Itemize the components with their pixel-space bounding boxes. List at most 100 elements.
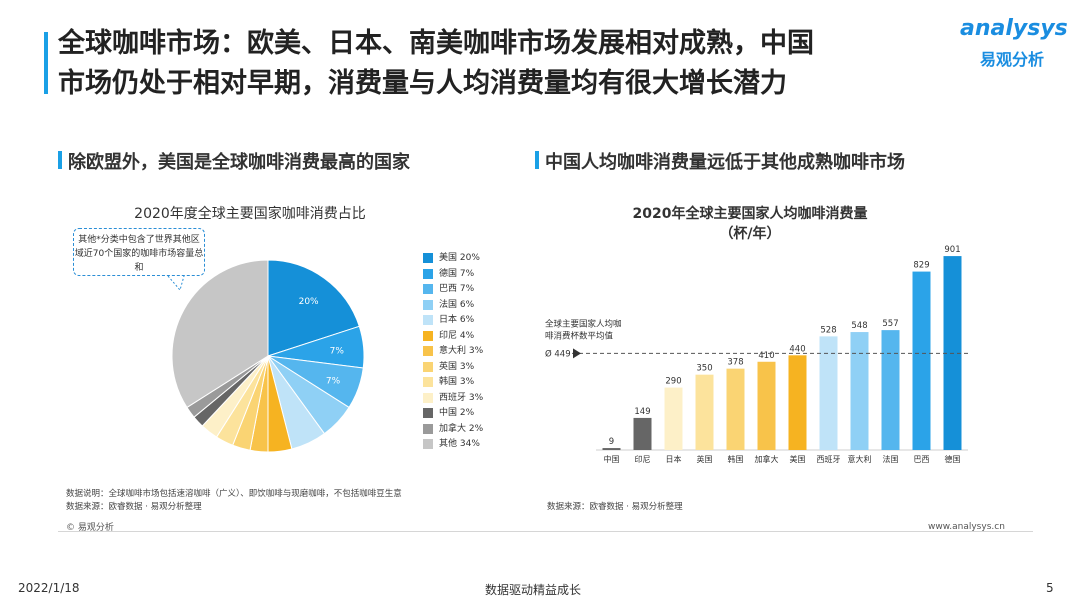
legend-label: 日本 6% <box>439 315 475 325</box>
pie-slice <box>267 259 360 357</box>
legend-swatch <box>423 346 433 356</box>
average-label-line2: 啡消费杯数平均值 <box>545 330 614 341</box>
legend-item: 其他 34% <box>423 437 543 451</box>
legend-label: 德国 7% <box>439 268 475 279</box>
bar-value-label: 149 <box>634 407 650 417</box>
legend-swatch <box>423 268 433 279</box>
copyright: © 易观分析 <box>66 523 114 533</box>
legend-item: 英国 3% <box>423 360 543 374</box>
pie-slice <box>171 259 269 409</box>
bar-value-label: 901 <box>944 245 960 255</box>
legend-item: 印尼 4% <box>423 329 543 343</box>
left-data-source: 数据来源：欧睿数据 · 易观分析整理 <box>66 502 202 512</box>
bar-value-label: 410 <box>758 351 774 361</box>
pie-slice-label: 7% <box>326 376 341 386</box>
bar-chart-title-line1: 2020年全球主要国家人均咖啡消费量 <box>632 206 868 222</box>
legend-swatch <box>423 299 433 310</box>
bar-value-label: 290 <box>665 377 681 387</box>
legend-item: 韩国 3% <box>423 375 543 389</box>
bar-category-label: 美国 <box>790 454 806 464</box>
page-title-line1: 全球咖啡市场：欧美、日本、南美咖啡市场发展相对成熟，中国 <box>58 28 814 59</box>
legend-label: 其他 34% <box>439 439 480 449</box>
pie-slice-label: 20% <box>299 297 319 307</box>
legend-label: 美国 20% <box>439 253 480 263</box>
bar <box>757 361 776 450</box>
bar <box>881 330 900 450</box>
bar-category-label: 日本 <box>666 454 682 464</box>
logo-english: analysys <box>960 16 1068 41</box>
bar-category-label: 西班牙 <box>817 454 841 464</box>
page-title-line2: 市场仍处于相对早期，消费量与人均消费量均有很大增长潜力 <box>58 68 787 99</box>
analysys-logo: analysys 易观分析 <box>960 16 1070 76</box>
legend-swatch <box>423 253 433 263</box>
legend-item: 德国 7% <box>423 267 543 281</box>
left-subtitle: 除欧盟外，美国是全球咖啡消费最高的国家 <box>68 152 410 173</box>
legend-item: 法国 6% <box>423 298 543 312</box>
legend-label: 中国 2% <box>439 408 475 418</box>
legend-item: 美国 20% <box>423 251 543 265</box>
footer-date: 2022/1/18 <box>18 581 80 595</box>
legend-label: 韩国 3% <box>439 377 475 387</box>
bar <box>602 448 621 450</box>
bar <box>633 417 652 450</box>
legend-label: 意大利 3% <box>439 346 484 356</box>
bar <box>726 368 745 450</box>
bar-chart: 9 中国 149 印尼 290 日本 350 英国 378 韩国 410 加拿大 440 美国 528 西班牙… <box>545 245 968 464</box>
bar-category-label: 法国 <box>883 454 899 464</box>
bar <box>850 332 869 450</box>
bar <box>819 336 838 450</box>
bar <box>695 374 714 450</box>
right-data-source: 数据来源：欧睿数据 · 易观分析整理 <box>547 502 683 512</box>
legend-label: 英国 3% <box>439 361 475 372</box>
bar-value-label: 557 <box>882 319 898 329</box>
legend-swatch <box>423 361 433 372</box>
footer-divider <box>58 531 1033 532</box>
logo-chinese: 易观分析 <box>980 50 1045 69</box>
bar-value-label: 829 <box>913 261 929 271</box>
legend-label: 巴西 7% <box>439 284 475 294</box>
legend-swatch <box>423 377 433 387</box>
callout-pointer <box>167 275 185 292</box>
left-data-note: 数据说明：全球咖啡市场包括速溶咖啡（广义）、即饮咖啡与现磨咖啡，不包括咖啡豆生意 <box>66 489 402 499</box>
pie-chart: 20% 7% 7% <box>171 259 365 453</box>
average-value-label: Ø 449 <box>545 348 571 359</box>
bar-value-label: 9 <box>609 437 614 447</box>
bar-chart-title-line2: （杯/年） <box>719 226 781 242</box>
legend-label: 法国 6% <box>439 299 475 310</box>
legend-label: 印尼 4% <box>439 330 475 341</box>
legend-swatch <box>423 408 433 418</box>
legend-swatch <box>423 315 433 325</box>
bar-value-label: 350 <box>696 364 712 374</box>
legend-swatch <box>423 330 433 341</box>
bar-category-label: 英国 <box>697 454 713 464</box>
bar-category-label: 印尼 <box>635 455 651 464</box>
bar-value-label: 548 <box>851 321 867 331</box>
bar <box>788 355 807 450</box>
average-marker-triangle <box>573 348 581 359</box>
legend-swatch <box>423 284 433 294</box>
bar-category-label: 韩国 <box>728 454 744 464</box>
bar <box>912 271 931 450</box>
right-subtitle-bar <box>535 151 539 169</box>
bar-category-label: 中国 <box>604 454 620 464</box>
pie-chart-title: 2020年度全球主要国家咖啡消费占比 <box>134 206 366 222</box>
average-label-line1: 全球主要国家人均咖 <box>545 318 622 329</box>
legend-item: 西班牙 3% <box>423 391 543 405</box>
bar-value-label: 528 <box>820 325 836 335</box>
legend-swatch <box>423 392 433 403</box>
legend-label: 加拿大 2% <box>439 423 484 434</box>
bar-category-label: 德国 <box>945 454 961 464</box>
pie-slice-label: 7% <box>330 346 345 356</box>
legend-item: 中国 2% <box>423 406 543 420</box>
page-title: 全球咖啡市场：欧美、日本、南美咖啡市场发展相对成熟，中国 市场仍处于相对早期，消… <box>58 24 958 104</box>
legend-swatch <box>423 439 433 449</box>
bar-value-label: 378 <box>727 358 743 368</box>
bar-value-label: 440 <box>789 344 805 354</box>
legend-swatch <box>423 423 433 434</box>
legend-item: 意大利 3% <box>423 344 543 358</box>
page-number: 5 <box>1046 581 1054 595</box>
title-accent-bar <box>44 32 48 94</box>
legend-item: 日本 6% <box>423 313 543 327</box>
bar-chart-title: 2020年全球主要国家人均咖啡消费量 （杯/年） <box>600 203 900 243</box>
right-subtitle: 中国人均咖啡消费量远低于其他成熟咖啡市场 <box>545 152 905 173</box>
